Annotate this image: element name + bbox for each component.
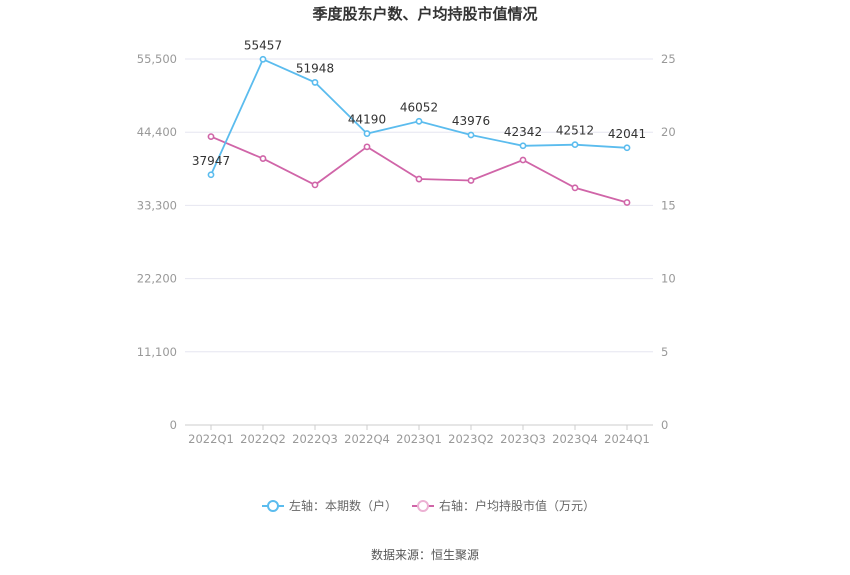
data-label: 42512	[556, 124, 594, 138]
x-tick-label: 2023Q3	[500, 432, 546, 446]
data-label: 43976	[452, 114, 490, 128]
data-point	[363, 143, 371, 151]
data-point	[259, 55, 267, 63]
legend-marker	[417, 500, 429, 512]
right-tick-label: 20	[661, 125, 676, 139]
data-point	[623, 199, 631, 206]
data-point	[467, 131, 475, 139]
x-axis: 2022Q1 2022Q2 2022Q3 2022Q4 2023Q1 2023Q2 2023…	[188, 425, 650, 446]
data-point	[571, 184, 579, 192]
legend-label: 左轴：本期数（户）	[289, 498, 397, 513]
data-point	[467, 177, 475, 184]
data-point	[415, 175, 423, 183]
x-tick-label: 2023Q4	[552, 432, 598, 446]
data-point	[519, 142, 527, 150]
data-point	[519, 156, 527, 164]
right-tick-label: 25	[661, 52, 676, 66]
x-tick-label: 2022Q2	[240, 432, 286, 446]
series-group: 37947 55457 51948 44190 46052 43976 42342 42512…	[192, 38, 646, 206]
data-label: 37947	[192, 154, 230, 168]
legend-marker	[267, 500, 279, 512]
legend-label: 右轴：户均持股市值（万元）	[439, 498, 595, 513]
right-axis: 0 5 10 15 20 25	[661, 52, 676, 432]
right-tick-label: 10	[661, 272, 676, 286]
left-tick-label: 22,200	[137, 272, 177, 286]
data-label: 55457	[244, 38, 282, 52]
data-point	[207, 171, 215, 179]
data-label: 42041	[608, 127, 646, 141]
data-label: 46052	[400, 100, 438, 114]
data-label: 42342	[504, 125, 542, 139]
left-tick-label: 55,500	[137, 52, 177, 66]
left-tick-label: 44,400	[137, 125, 177, 139]
x-tick-label: 2022Q3	[292, 432, 338, 446]
data-point	[207, 133, 215, 140]
x-tick-label: 2022Q1	[188, 432, 234, 446]
left-tick-label: 11,100	[137, 345, 177, 359]
chart-title: 季度股东户数、户均持股市值情况	[312, 5, 537, 23]
data-point	[311, 181, 319, 189]
x-tick-label: 2023Q1	[396, 432, 442, 446]
data-label: 44190	[348, 113, 386, 127]
legend: 左轴：本期数（户） 右轴：户均持股市值（万元）	[262, 498, 595, 513]
right-tick-label: 5	[661, 345, 668, 359]
x-tick-label: 2024Q1	[604, 432, 650, 446]
left-tick-label: 0	[170, 418, 177, 432]
x-tick-label: 2023Q2	[448, 432, 494, 446]
data-label: 51948	[296, 61, 334, 75]
source-text: 数据来源：恒生聚源	[371, 547, 479, 562]
data-point	[623, 144, 631, 152]
data-point	[259, 155, 267, 162]
data-point	[415, 117, 423, 125]
left-tick-label: 33,300	[137, 198, 177, 212]
series-line	[210, 135, 628, 204]
right-tick-label: 0	[661, 418, 668, 432]
right-tick-label: 15	[661, 198, 676, 212]
data-point	[571, 141, 579, 149]
data-point	[363, 130, 371, 137]
series-line	[210, 58, 628, 176]
left-axis: 0 11,100 22,200 33,300 44,400 55,500	[137, 52, 177, 432]
x-tick-label: 2022Q4	[344, 432, 390, 446]
data-point	[311, 79, 319, 86]
